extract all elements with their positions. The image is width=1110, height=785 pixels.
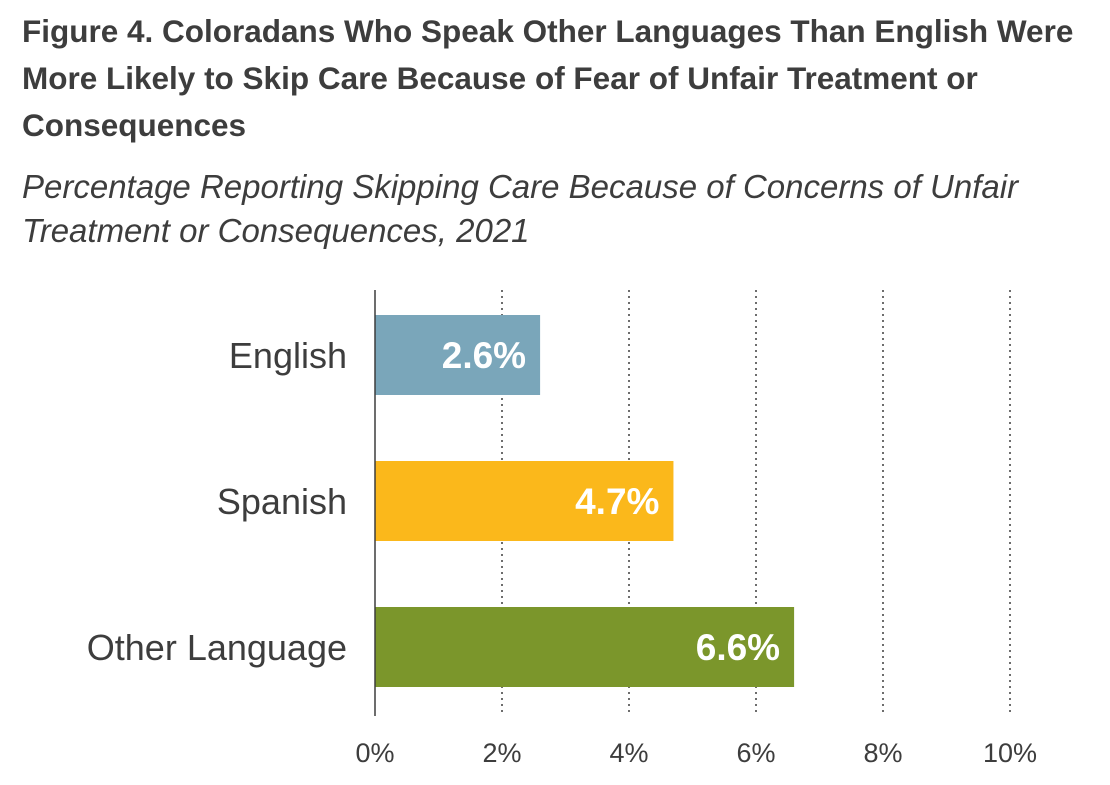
x-tick-labels: 0% 2% 4% 6% 8% 10% [355,738,1037,768]
bar-data-label: 2.6% [442,335,526,376]
bar [375,315,541,395]
category-label: Spanish [217,481,347,522]
category-label: English [229,335,347,376]
x-tick-label: 0% [355,738,394,768]
x-tick-label: 10% [983,738,1037,768]
chart-subtitle: Percentage Reporting Skipping Care Becau… [22,168,1019,249]
bar [375,607,795,687]
bars: 2.6% 4.7% 6.6% [375,315,795,687]
x-tick-label: 2% [482,738,521,768]
x-tick-label: 4% [609,738,648,768]
chart-title: Figure 4. Coloradans Who Speak Other Lan… [22,13,1074,143]
category-label: Other Language [87,627,347,668]
x-tick-label: 6% [736,738,775,768]
bar-data-label: 4.7% [575,481,659,522]
category-labels: English Spanish Other Language [87,335,347,668]
x-tick-label: 8% [863,738,902,768]
bar-data-label: 6.6% [696,627,780,668]
bar [375,461,674,541]
